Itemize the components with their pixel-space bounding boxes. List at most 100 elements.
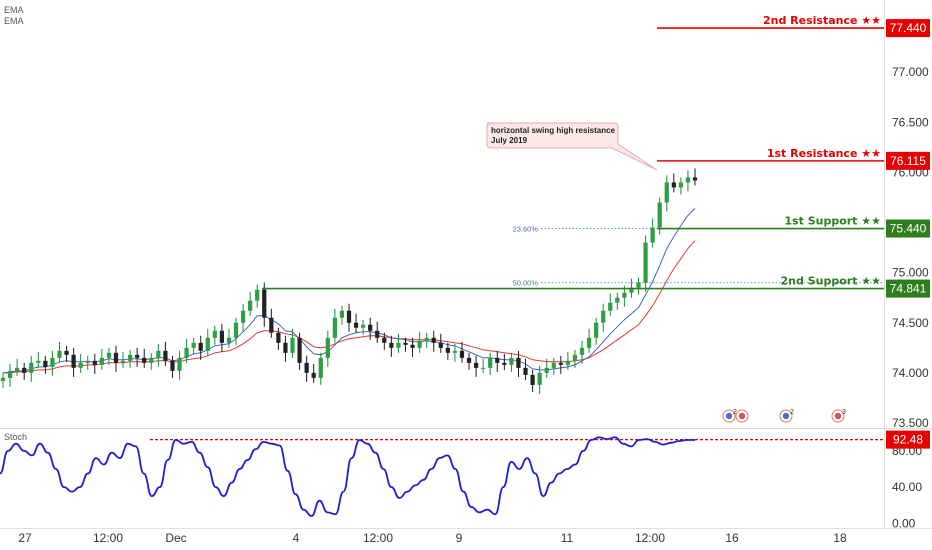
candle (177, 357, 182, 371)
candle (431, 337, 436, 343)
candle (601, 310, 606, 323)
candle (170, 360, 175, 371)
time-tick: 27 (18, 531, 32, 545)
candle (156, 350, 161, 358)
time-tick: 4 (293, 531, 300, 545)
level-label-1st-support: 1st Support ★★ (784, 215, 881, 228)
flag-icon (782, 412, 790, 420)
candle (149, 357, 154, 363)
price-tick: 73.500 (892, 416, 929, 430)
candle (276, 332, 281, 343)
level-label-2nd-resistance: 2nd Resistance ★★ (763, 14, 881, 27)
candle (332, 317, 337, 338)
candle (127, 354, 133, 361)
candle (135, 354, 140, 358)
candle (113, 352, 119, 363)
candle (7, 370, 13, 378)
candle (0, 377, 6, 381)
candle (233, 322, 239, 338)
candle (212, 330, 217, 338)
legend-ema-2: EMA (4, 16, 24, 26)
candle (15, 367, 20, 371)
level-label-2nd-support: 2nd Support ★★ (781, 275, 882, 288)
candle (163, 350, 168, 361)
time-tick: Dec (165, 531, 186, 545)
candle (615, 297, 620, 303)
candle (537, 372, 542, 385)
candle (339, 310, 345, 318)
candle (255, 289, 260, 301)
candle (92, 360, 97, 365)
candle (226, 337, 232, 343)
candle (311, 372, 316, 378)
event-badges[interactable]: 2 2 3 (722, 409, 846, 423)
candle (71, 354, 76, 368)
candle (36, 360, 41, 363)
candle (43, 360, 48, 367)
candle (664, 182, 669, 203)
candle (594, 322, 599, 338)
candle (57, 350, 62, 358)
level-labels: 2nd Resistance ★★ 77.440 1st Resistance … (763, 14, 930, 298)
price-tag-2nd-resistance-value: 77.440 (890, 21, 927, 35)
candle (692, 177, 698, 181)
candle (297, 337, 302, 363)
candle (410, 344, 415, 348)
ema-lines (2, 208, 696, 374)
candle (325, 337, 330, 358)
flag-icon (834, 412, 842, 420)
event-badge[interactable] (735, 409, 749, 423)
ema-fast-line (2, 208, 696, 374)
candle (120, 360, 126, 363)
candle (671, 182, 676, 188)
price-tag-1st-resistance-value: 76.115 (890, 154, 926, 168)
candle (509, 357, 514, 365)
candle (473, 362, 479, 368)
stoch-value-tag (886, 430, 930, 449)
candle (551, 362, 556, 368)
candle (396, 342, 401, 348)
price-tick: 77.000 (892, 65, 929, 79)
candle (488, 357, 493, 368)
candle (262, 289, 267, 318)
candle (572, 354, 578, 361)
price-tick: 76.500 (892, 115, 929, 129)
candle (85, 360, 90, 363)
candle (318, 357, 323, 378)
candle (445, 347, 450, 353)
support-resistance-levels (262, 27, 884, 290)
fib-label-23-6: 23.60% (513, 225, 539, 234)
candle (438, 342, 443, 348)
candle (678, 182, 683, 188)
candle (608, 302, 613, 311)
candle (579, 347, 585, 355)
flag-icon (725, 412, 733, 420)
candle (375, 330, 380, 338)
candle (530, 374, 535, 385)
candle (650, 227, 655, 243)
event-badge[interactable]: 2 (779, 409, 794, 423)
annotation-line-2: July 2019 (491, 136, 528, 145)
stoch-line (0, 436, 695, 517)
event-badge-count: 2 (733, 409, 737, 416)
candle (586, 337, 592, 348)
annotation-bubble (486, 122, 658, 171)
annotation-callout[interactable]: horizontal swing high resistance July 20… (486, 122, 658, 171)
event-badge[interactable]: 3 (831, 409, 846, 423)
candle (50, 357, 55, 367)
candle (466, 357, 472, 363)
legend-ema-1: EMA (4, 5, 24, 15)
price-tick: 74.500 (892, 316, 929, 330)
event-badge-count: 3 (842, 409, 846, 416)
price-tag-1st-support-value: 75.440 (890, 222, 927, 236)
candle (622, 292, 627, 298)
time-axis: 27 12:00 Dec 4 12:00 9 11 12:00 16 18 (18, 531, 847, 545)
candle (240, 310, 246, 323)
price-tag-1st-resistance (886, 151, 930, 170)
flag-icon (738, 412, 746, 420)
price-panel-bg (0, 0, 884, 428)
candle (389, 342, 394, 348)
candle (643, 242, 648, 283)
event-badge[interactable]: 2 (722, 409, 737, 423)
